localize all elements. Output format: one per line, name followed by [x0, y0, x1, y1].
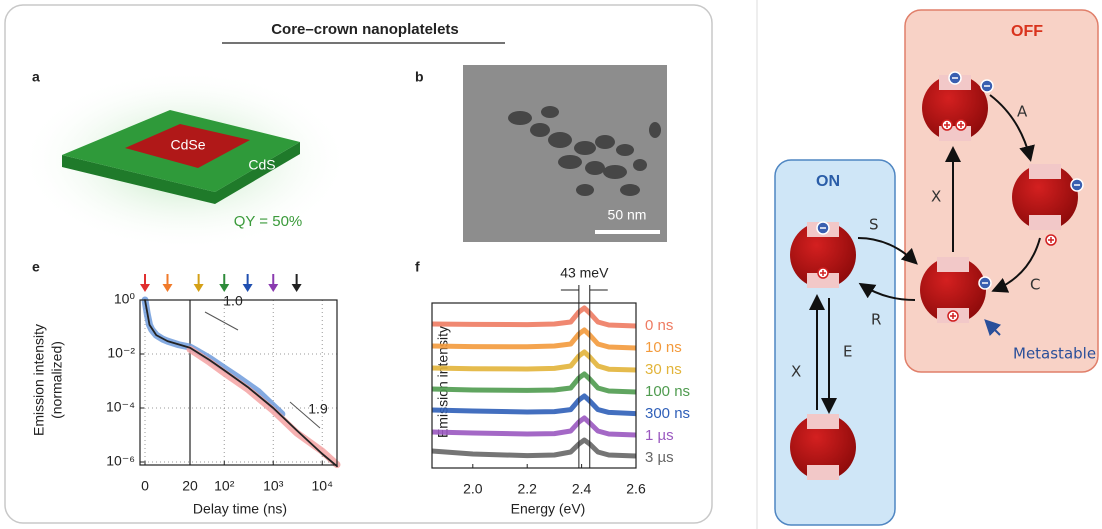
y-tick-label: 10⁻² [107, 345, 135, 361]
series-label: 100 ns [645, 383, 690, 400]
transition-label: X [931, 188, 941, 206]
x-tick-label: 10² [214, 478, 235, 494]
series-label: 3 µs [645, 449, 674, 466]
core-label: CdSe [170, 137, 205, 153]
scale-label: 50 nm [608, 207, 647, 223]
x-axis-label: Delay time (ns) [193, 501, 287, 517]
width-label: 43 meV [560, 265, 609, 281]
transition-label: R [871, 311, 881, 329]
x-tick-label: 2.6 [626, 481, 646, 497]
x-tick-label: 2.2 [517, 481, 537, 497]
series-label: 10 ns [645, 339, 682, 356]
series-label: 30 ns [645, 361, 682, 378]
x-tick-label: 2.4 [572, 481, 592, 497]
y-axis-label: (normalized) [49, 341, 65, 419]
x-tick-label: 10⁴ [311, 478, 333, 494]
figure: Core–crown nanoplatelets a CdSe CdS QY =… [0, 0, 1102, 529]
x-tick-label: 0 [141, 478, 149, 494]
y-axis-label: Emission intensity [31, 324, 47, 436]
y-axis-label: Emission intensity [435, 326, 451, 438]
off-label: OFF [1011, 23, 1043, 40]
x-tick-label: 2.0 [463, 481, 483, 497]
transition-label: A [1017, 103, 1028, 121]
page: Core–crown nanoplatelets figure body { m… [0, 0, 1102, 529]
panel-label: a [32, 69, 40, 85]
transition-label: S [869, 216, 879, 234]
series-label: 1 µs [645, 427, 674, 444]
y-tick-label: 10⁻⁶ [106, 453, 135, 469]
on-label: ON [816, 173, 840, 190]
metastable-label: Metastable [1013, 345, 1096, 363]
transition-label: E [843, 343, 852, 361]
slope-label: 1.0 [223, 293, 243, 309]
series-label: 0 ns [645, 317, 673, 334]
transition-label: X [791, 363, 801, 381]
y-tick-label: 10⁰ [114, 291, 136, 307]
slope-label: 1.9 [308, 401, 328, 417]
series-label: 300 ns [645, 405, 690, 422]
qy-label: QY = 50% [234, 213, 303, 230]
y-tick-label: 10⁻⁴ [106, 399, 135, 415]
panel-label: b [415, 69, 424, 85]
x-axis-label: Energy (eV) [511, 501, 586, 517]
figure-title: Core–crown nanoplatelets [271, 21, 459, 38]
panel-label: f [415, 259, 420, 275]
crown-label: CdS [248, 157, 275, 173]
body: { "figure_title": "Core–crown nanoplatel… [0, 0, 1102, 529]
transition-label: C [1030, 276, 1040, 294]
x-tick-label: 10³ [263, 478, 284, 494]
x-tick-label: 20 [182, 478, 198, 494]
panel-label: e [32, 259, 40, 275]
